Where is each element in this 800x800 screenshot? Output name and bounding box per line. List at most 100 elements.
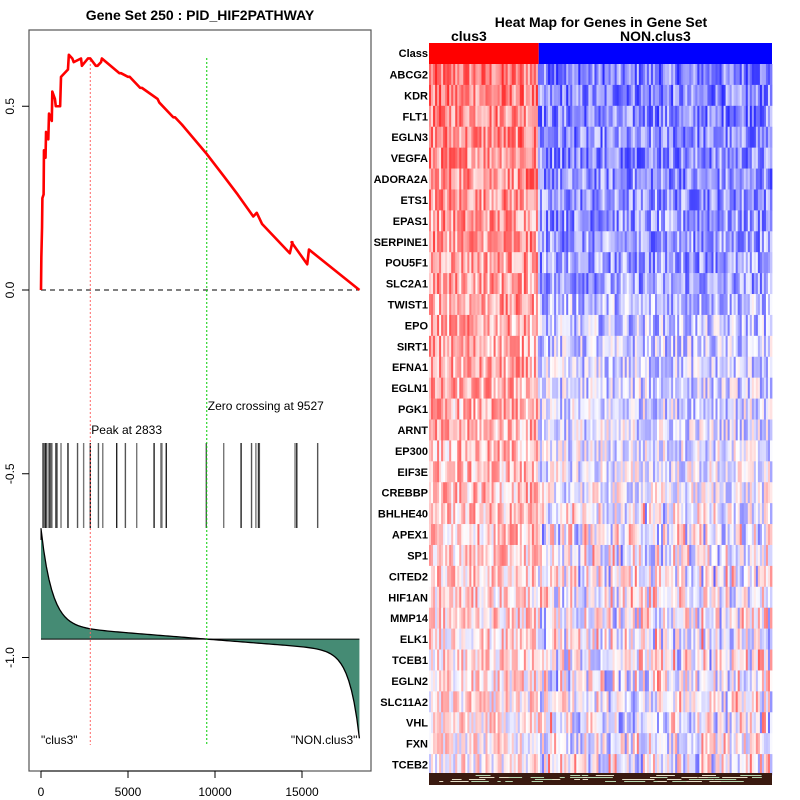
heatmap-cell — [453, 356, 456, 378]
heatmap-cell — [521, 461, 525, 483]
heatmap-cell — [632, 210, 636, 232]
heatmap-cell — [679, 210, 682, 232]
heatmap-cell — [566, 105, 569, 128]
heatmap-cell — [485, 482, 488, 504]
heatmap-cell — [441, 565, 444, 588]
heatmap-cell — [471, 84, 474, 107]
heatmap-cell — [475, 294, 478, 316]
heatmap-cell — [675, 524, 678, 546]
heatmap-cell — [659, 231, 662, 253]
heatmap-cell — [769, 461, 773, 483]
heatmap-cell — [517, 586, 521, 609]
heatmap-cell — [437, 649, 440, 671]
heatmap-cell — [673, 607, 676, 629]
heatmap-cell — [600, 314, 603, 337]
heatmap-cell — [592, 628, 595, 650]
heatmap-cell — [527, 84, 531, 107]
heatmap-cell — [431, 524, 434, 546]
heatmap-cell — [654, 105, 658, 128]
heatmap-cell — [433, 586, 436, 609]
heatmap-cell — [669, 252, 672, 274]
heatmap-cell — [467, 482, 470, 504]
heatmap-cell — [679, 252, 682, 274]
heatmap-cell — [511, 607, 515, 629]
heatmap-cell — [606, 419, 609, 441]
heatmap-cell — [515, 189, 519, 211]
heatmap-cell — [564, 189, 567, 211]
heatmap-cell — [471, 210, 474, 232]
heatmap-cell — [487, 335, 490, 358]
heatmap-cell — [477, 440, 480, 462]
heatmap-cell — [501, 314, 505, 337]
heatmap-cell — [729, 231, 733, 253]
heatmap-cell — [626, 482, 630, 504]
heatmap-cell — [572, 105, 575, 128]
heatmap-cell — [729, 294, 733, 316]
heatmap-cell — [580, 586, 583, 609]
heatmap-cell — [558, 649, 561, 671]
heatmap-cell — [437, 64, 440, 86]
heatmap-cell — [433, 565, 436, 588]
heatmap-cell — [656, 335, 660, 358]
heatmap-cell — [669, 461, 672, 483]
heatmap-cell — [659, 335, 662, 358]
heatmap-cell — [586, 377, 589, 399]
heatmap-cell — [703, 440, 706, 462]
heatmap-cell — [477, 294, 480, 316]
heatmap-cell — [767, 105, 771, 128]
heatmap-cell — [596, 649, 599, 671]
heatmap-cell — [433, 503, 436, 525]
heatmap-cell — [687, 189, 690, 211]
heatmap-cell — [582, 210, 585, 232]
heatmap-cell — [449, 105, 452, 128]
heatmap-cell — [564, 147, 567, 169]
heatmap-cell — [558, 565, 561, 588]
heatmap-cell — [537, 210, 541, 232]
heatmap-cell — [741, 126, 745, 148]
heatmap-cell — [531, 524, 535, 546]
heatmap-cell — [715, 335, 718, 358]
heatmap-cell — [755, 126, 759, 148]
heatmap-cell — [517, 440, 521, 462]
heatmap-cell — [491, 544, 494, 567]
heatmap-cell — [723, 440, 726, 462]
heatmap-cell — [665, 482, 668, 504]
heatmap-cell — [429, 607, 432, 629]
heatmap-cell — [741, 377, 745, 399]
heatmap-cell — [646, 398, 650, 420]
heatmap-cell — [677, 294, 680, 316]
heatmap-cell — [533, 252, 537, 274]
heatmap-cell — [451, 398, 454, 420]
heatmap-cell — [767, 64, 771, 86]
heatmap-cell — [697, 84, 700, 107]
heatmap-cell — [618, 565, 622, 588]
heatmap-cell — [616, 294, 620, 316]
heatmap-cell — [697, 440, 700, 462]
heatmap-cell — [669, 105, 672, 128]
heatmap-cell — [679, 607, 682, 629]
heatmap-cell — [558, 607, 561, 629]
heatmap-cell — [689, 126, 692, 148]
heatmap-cell — [618, 461, 622, 483]
heatmap-cell — [663, 168, 666, 190]
heatmap-cell — [572, 565, 575, 588]
heatmap-cell — [731, 356, 735, 378]
heatmap-cell — [477, 189, 480, 211]
heatmap-cell — [675, 84, 678, 107]
heatmap-cell — [679, 482, 682, 504]
heatmap-cell — [679, 147, 682, 169]
heatmap-cell — [701, 147, 704, 169]
heatmap-cell — [614, 419, 618, 441]
heatmap-cell — [665, 210, 668, 232]
heatmap-cell — [749, 294, 753, 316]
heatmap-cell — [705, 335, 708, 358]
heatmap-cell — [435, 356, 438, 378]
heatmap-cell — [443, 524, 446, 546]
heatmap-cell — [429, 440, 432, 462]
heatmap-cell — [586, 335, 589, 358]
heatmap-cell — [634, 252, 638, 274]
heatmap-cell — [515, 252, 519, 274]
heatmap-cell — [628, 168, 632, 190]
heatmap-cell — [471, 314, 474, 337]
heatmap-cell — [665, 335, 668, 358]
